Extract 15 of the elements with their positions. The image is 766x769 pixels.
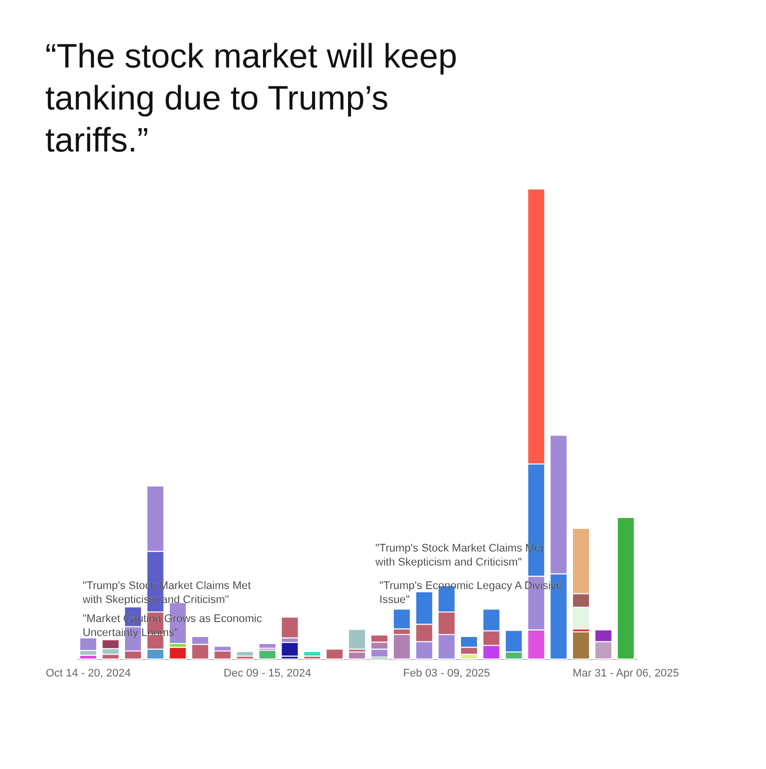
x-tick-label: Dec 09 - 15, 2024	[224, 668, 312, 680]
bar	[236, 650, 254, 657]
x-tick-label: Mar 31 - Apr 06, 2025	[572, 668, 680, 680]
x-tick-label: Oct 14 - 20, 2024	[46, 668, 131, 680]
bar	[616, 517, 635, 660]
bar	[280, 642, 299, 657]
x-tick-label: Feb 03 - 09, 2025	[403, 668, 490, 680]
bar	[258, 650, 276, 660]
annotation: "Trump's Economic Legacy A Divisive Issue"	[379, 580, 562, 606]
bar	[348, 628, 366, 650]
bar	[326, 648, 344, 660]
bar	[168, 646, 187, 660]
bar	[572, 631, 590, 660]
chart-title: “The stock market will keep tanking due to Trump’s tariffs.”	[45, 38, 458, 160]
bar	[303, 650, 322, 657]
